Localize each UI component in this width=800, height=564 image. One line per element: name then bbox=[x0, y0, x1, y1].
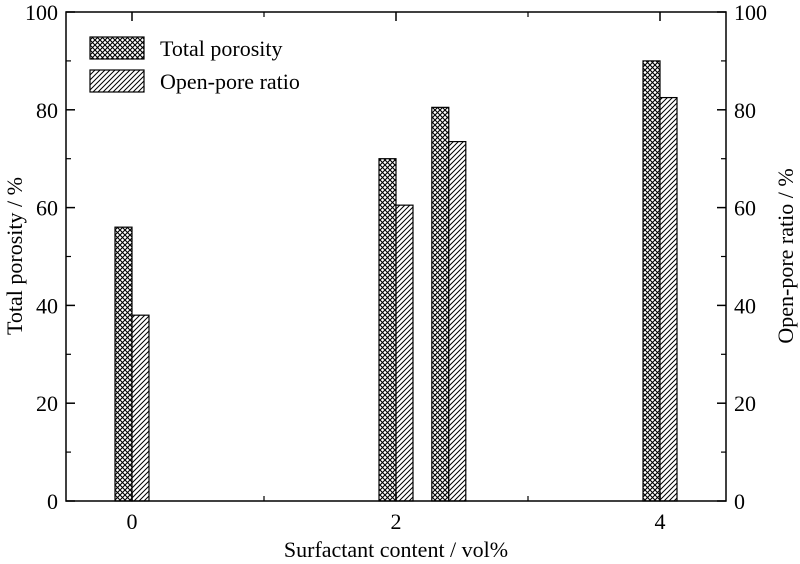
y-tick-label-left-1: 20 bbox=[36, 391, 58, 416]
legend-swatch-total-porosity bbox=[89, 36, 145, 60]
y-tick-label-right-4: 80 bbox=[734, 98, 756, 123]
bar-open-pore-ratio-1 bbox=[395, 204, 414, 502]
bar-open-pore-ratio-3 bbox=[659, 96, 678, 502]
bar-total-porosity-1 bbox=[378, 158, 397, 502]
y-axis-title-right: Open-pore ratio / % bbox=[773, 168, 798, 343]
y-tick-label-right-3: 60 bbox=[734, 196, 756, 221]
x-tick-label-2: 4 bbox=[655, 509, 666, 534]
y-axis-title-left: Total porosity / % bbox=[2, 177, 27, 335]
bar-total-porosity-3 bbox=[642, 60, 661, 502]
y-tick-label-left-0: 0 bbox=[47, 489, 58, 514]
y-tick-label-left-2: 40 bbox=[36, 293, 58, 318]
x-tick-label-1: 2 bbox=[391, 509, 402, 534]
tick-labels-group: 0 0 20 20 40 40 60 60 80 80 100 100 0 2 4 bbox=[25, 0, 767, 534]
y-tick-label-right-5: 100 bbox=[734, 0, 767, 25]
y-tick-label-right-0: 0 bbox=[734, 489, 745, 514]
legend-label-open-pore-ratio: Open-pore ratio bbox=[160, 69, 300, 94]
y-tick-label-left-5: 100 bbox=[25, 0, 58, 25]
bar-total-porosity-2 bbox=[431, 106, 450, 502]
y-tick-label-right-2: 40 bbox=[734, 293, 756, 318]
bar-open-pore-ratio-0 bbox=[131, 314, 150, 502]
bar-open-pore-ratio-2 bbox=[448, 140, 467, 502]
bar-total-porosity-0 bbox=[114, 226, 133, 502]
x-axis-title: Surfactant content / vol% bbox=[284, 537, 508, 562]
y-tick-label-left-3: 60 bbox=[36, 196, 58, 221]
legend-swatch-open-pore-ratio bbox=[89, 69, 145, 93]
y-tick-label-left-4: 80 bbox=[36, 98, 58, 123]
y-tick-label-right-1: 20 bbox=[734, 391, 756, 416]
legend: Total porosity Open-pore ratio bbox=[89, 36, 300, 94]
ticks-group bbox=[66, 11, 726, 502]
legend-label-total-porosity: Total porosity bbox=[160, 36, 283, 61]
bars-group bbox=[114, 60, 678, 502]
x-tick-label-0: 0 bbox=[127, 509, 138, 534]
